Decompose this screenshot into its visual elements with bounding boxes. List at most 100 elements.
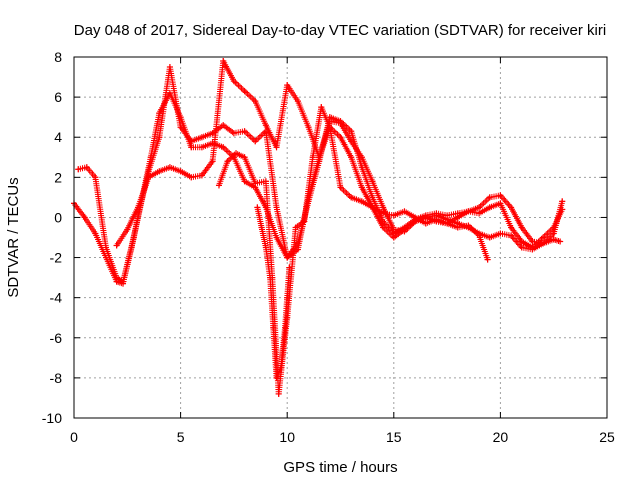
data-points bbox=[71, 58, 566, 397]
data-point bbox=[401, 208, 408, 215]
data-point bbox=[294, 98, 301, 105]
data-point bbox=[454, 224, 461, 231]
data-point bbox=[390, 226, 397, 233]
data-point bbox=[380, 204, 387, 211]
data-point bbox=[241, 154, 248, 161]
data-point bbox=[390, 234, 397, 241]
data-point bbox=[230, 78, 237, 85]
y-tick-label: 8 bbox=[54, 49, 62, 65]
data-point bbox=[198, 172, 205, 179]
data-point bbox=[309, 154, 316, 161]
x-tick-label: 15 bbox=[386, 429, 402, 445]
data-point bbox=[292, 224, 299, 231]
data-point bbox=[369, 194, 376, 201]
data-point bbox=[83, 164, 90, 171]
data-point bbox=[241, 88, 248, 95]
data-point bbox=[273, 234, 280, 241]
data-point bbox=[337, 184, 344, 191]
x-tick-label: 5 bbox=[177, 429, 185, 445]
data-point bbox=[262, 122, 269, 129]
data-point bbox=[540, 240, 547, 247]
data-point bbox=[559, 198, 566, 205]
data-point bbox=[215, 182, 222, 189]
data-point bbox=[465, 208, 472, 215]
data-point bbox=[486, 204, 493, 211]
data-point bbox=[147, 154, 154, 161]
data-point bbox=[301, 218, 308, 225]
y-tick-label: -6 bbox=[50, 330, 63, 346]
x-tick-label: 25 bbox=[599, 429, 615, 445]
data-point bbox=[358, 184, 365, 191]
data-point bbox=[422, 214, 429, 221]
data-point bbox=[294, 246, 301, 253]
data-point bbox=[454, 214, 461, 221]
data-point bbox=[318, 104, 325, 111]
data-point bbox=[380, 224, 387, 231]
y-tick-label: 2 bbox=[54, 169, 62, 185]
data-point bbox=[224, 158, 231, 165]
data-point bbox=[252, 98, 259, 105]
data-point bbox=[486, 234, 493, 241]
data-point bbox=[233, 150, 240, 157]
data-point bbox=[273, 374, 280, 381]
data-point bbox=[134, 204, 141, 211]
data-point bbox=[270, 324, 277, 331]
data-point bbox=[529, 246, 536, 253]
y-tick-label: 4 bbox=[54, 129, 62, 145]
data-point bbox=[358, 198, 365, 205]
data-point bbox=[508, 204, 515, 211]
data-point bbox=[81, 214, 88, 221]
data-point bbox=[369, 178, 376, 185]
data-point bbox=[369, 204, 376, 211]
data-point bbox=[241, 128, 248, 135]
data-point bbox=[550, 230, 557, 237]
data-point bbox=[557, 238, 564, 245]
data-point bbox=[252, 180, 259, 187]
data-point bbox=[550, 236, 557, 243]
data-point bbox=[412, 214, 419, 221]
y-tick-label: -8 bbox=[50, 370, 63, 386]
data-point bbox=[241, 178, 248, 185]
data-point bbox=[286, 264, 293, 271]
data-point bbox=[275, 390, 282, 397]
data-point bbox=[380, 210, 387, 217]
data-point bbox=[337, 134, 344, 141]
data-point bbox=[75, 166, 82, 173]
data-point bbox=[444, 220, 451, 227]
data-point bbox=[486, 194, 493, 201]
data-point bbox=[518, 244, 525, 251]
data-point bbox=[198, 134, 205, 141]
data-point bbox=[209, 158, 216, 165]
data-point bbox=[254, 204, 261, 211]
data-point bbox=[529, 238, 536, 245]
data-point bbox=[273, 144, 280, 151]
data-point bbox=[497, 200, 504, 207]
y-tick-label: 6 bbox=[54, 89, 62, 105]
data-point bbox=[348, 128, 355, 135]
data-point bbox=[476, 204, 483, 211]
series-track-3 bbox=[113, 58, 566, 249]
data-point bbox=[92, 230, 99, 237]
data-point bbox=[166, 64, 173, 71]
data-point bbox=[177, 114, 184, 121]
data-point bbox=[252, 138, 259, 145]
data-point bbox=[358, 154, 365, 161]
data-point bbox=[476, 210, 483, 217]
x-tick-label: 20 bbox=[493, 429, 509, 445]
data-point bbox=[282, 324, 289, 331]
data-point bbox=[230, 130, 237, 137]
data-point bbox=[348, 138, 355, 145]
data-point bbox=[258, 224, 265, 231]
data-point bbox=[156, 168, 163, 175]
data-point bbox=[497, 230, 504, 237]
data-point bbox=[401, 228, 408, 235]
data-point bbox=[284, 82, 291, 89]
data-point bbox=[130, 234, 137, 241]
series-track-5 bbox=[254, 204, 293, 381]
data-point bbox=[166, 90, 173, 97]
data-point bbox=[156, 134, 163, 141]
grid-lines bbox=[74, 57, 607, 418]
data-point bbox=[422, 220, 429, 227]
plot-frame bbox=[73, 56, 608, 419]
